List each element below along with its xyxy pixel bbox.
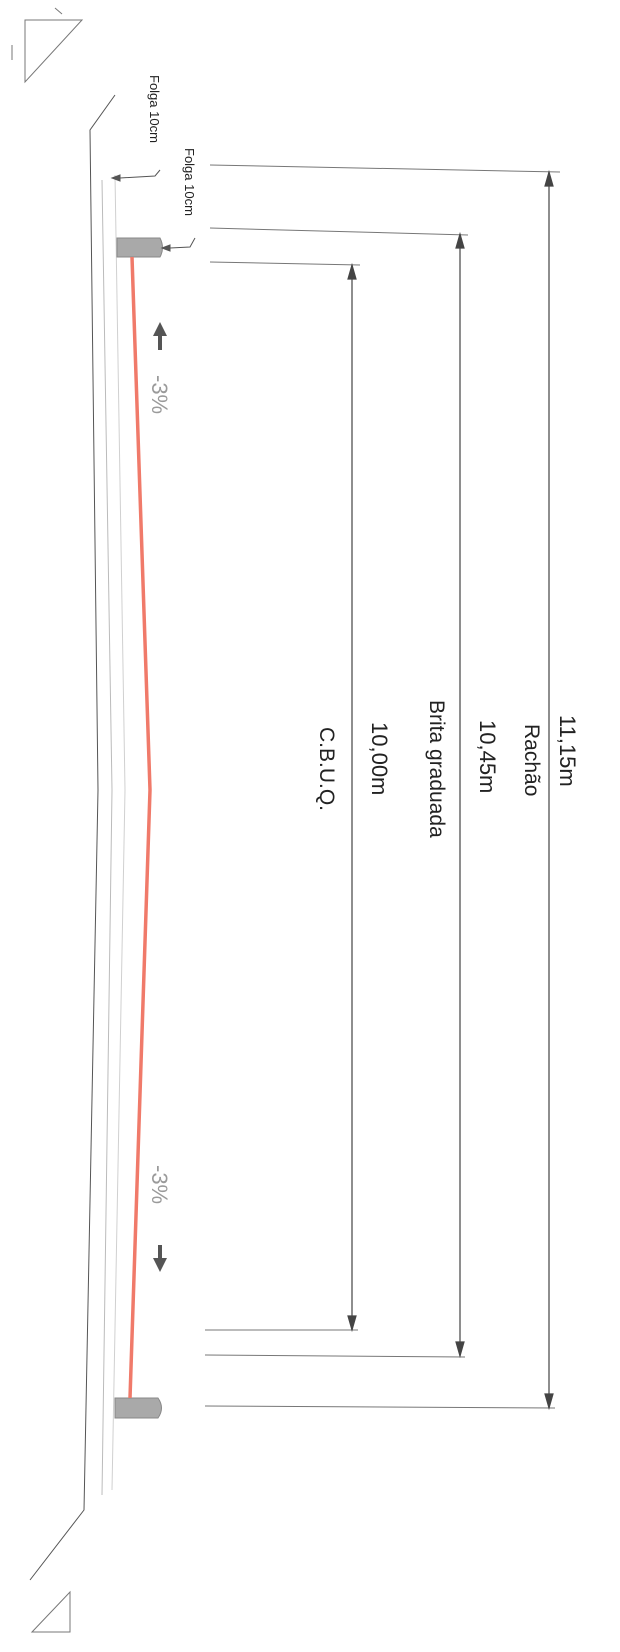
dimension-surface-value: 10,00m xyxy=(367,722,392,795)
folga-outer-leader xyxy=(110,169,161,182)
curb-bottom xyxy=(114,1397,162,1419)
dimension-total-value: 11,15m xyxy=(555,715,580,787)
curb-top xyxy=(116,237,163,258)
folga-outer-label: Folga 10cm xyxy=(147,75,162,143)
slope-arrow-down-icon xyxy=(153,1245,167,1272)
dimension-line-surface xyxy=(347,262,357,1333)
dimension-base-value: 10,45m xyxy=(475,720,500,793)
level-marker-top-icon xyxy=(11,7,84,84)
dimension-total-layer: Rachão xyxy=(520,724,543,796)
slope-arrow-up-icon xyxy=(153,322,167,350)
dimension-base-layer: Brita graduada xyxy=(425,700,448,838)
slope-label-bottom: -3% xyxy=(147,1165,172,1204)
dimension-line-total xyxy=(544,169,554,1411)
dimension-surface-layer: C.B.U.Q. xyxy=(315,727,338,811)
asphalt-surface-line xyxy=(128,256,152,1399)
folga-inner-leader xyxy=(160,237,196,252)
terrain-outline xyxy=(29,94,126,1581)
folga-inner-label: Folga 10cm xyxy=(182,148,197,216)
dimension-extension-lines xyxy=(204,164,561,1409)
dimension-line-base xyxy=(455,231,465,1359)
slope-label-top: -3% xyxy=(147,375,172,414)
level-marker-bottom-icon xyxy=(30,1590,71,1633)
